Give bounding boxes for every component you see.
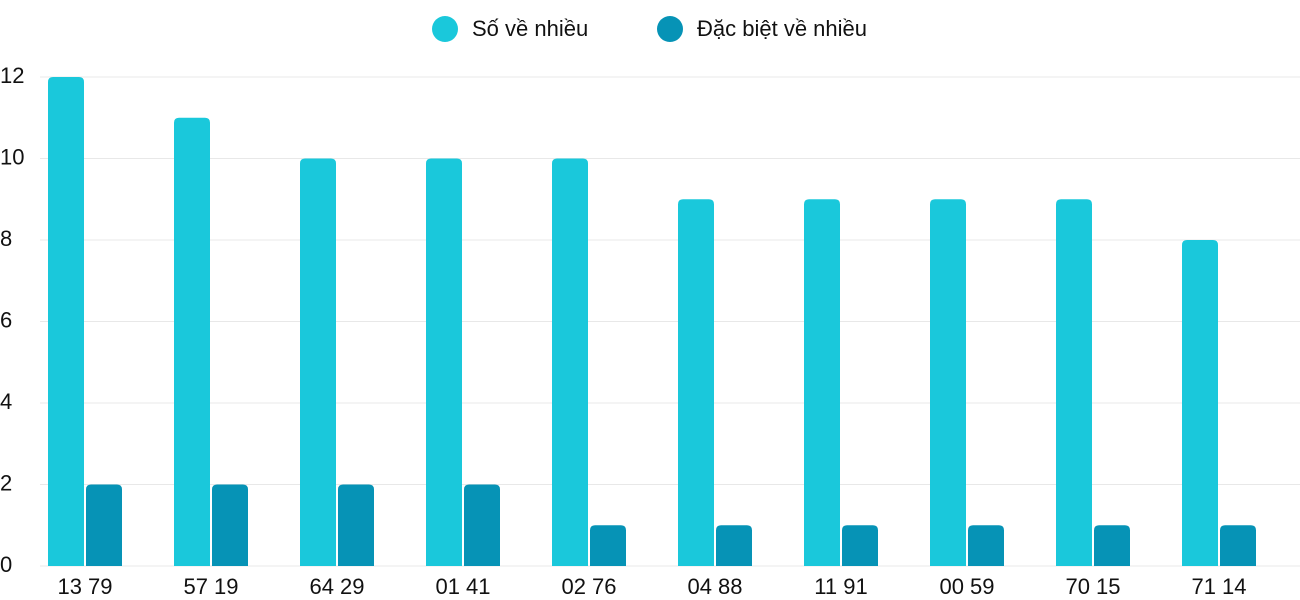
x-tick-label: 13 79 [57,574,112,599]
y-tick-label: 4 [0,389,12,414]
x-tick-label: 02 76 [561,574,616,599]
bar [968,525,1004,566]
x-tick-label: 01 41 [435,574,490,599]
y-tick-label: 10 [0,144,24,169]
bar [48,77,84,566]
x-tick-label: 04 88 [687,574,742,599]
bar [86,484,122,566]
y-tick-label: 8 [0,226,12,251]
bar [300,158,336,566]
bar [842,525,878,566]
bar [174,117,210,566]
legend-marker [657,16,683,42]
bar [1182,240,1218,566]
bar [552,158,588,566]
bar [930,199,966,566]
bar [1220,525,1256,566]
legend-label: Số về nhiều [472,16,588,41]
bar [338,484,374,566]
y-tick-label: 12 [0,63,24,88]
x-tick-label: 71 14 [1191,574,1246,599]
bar [212,484,248,566]
y-tick-label: 2 [0,470,12,495]
y-tick-label: 0 [0,552,12,577]
x-tick-label: 70 15 [1065,574,1120,599]
bar [804,199,840,566]
legend-label: Đặc biệt về nhiều [697,16,867,41]
x-tick-label: 64 29 [309,574,364,599]
bar [426,158,462,566]
bar [1056,199,1092,566]
x-tick-label: 00 59 [939,574,994,599]
x-tick-label: 57 19 [183,574,238,599]
bar [464,484,500,566]
bar [678,199,714,566]
y-tick-label: 6 [0,307,12,332]
bar [1094,525,1130,566]
bar [716,525,752,566]
x-tick-label: 11 91 [814,574,867,599]
bar [590,525,626,566]
legend-marker [432,16,458,42]
